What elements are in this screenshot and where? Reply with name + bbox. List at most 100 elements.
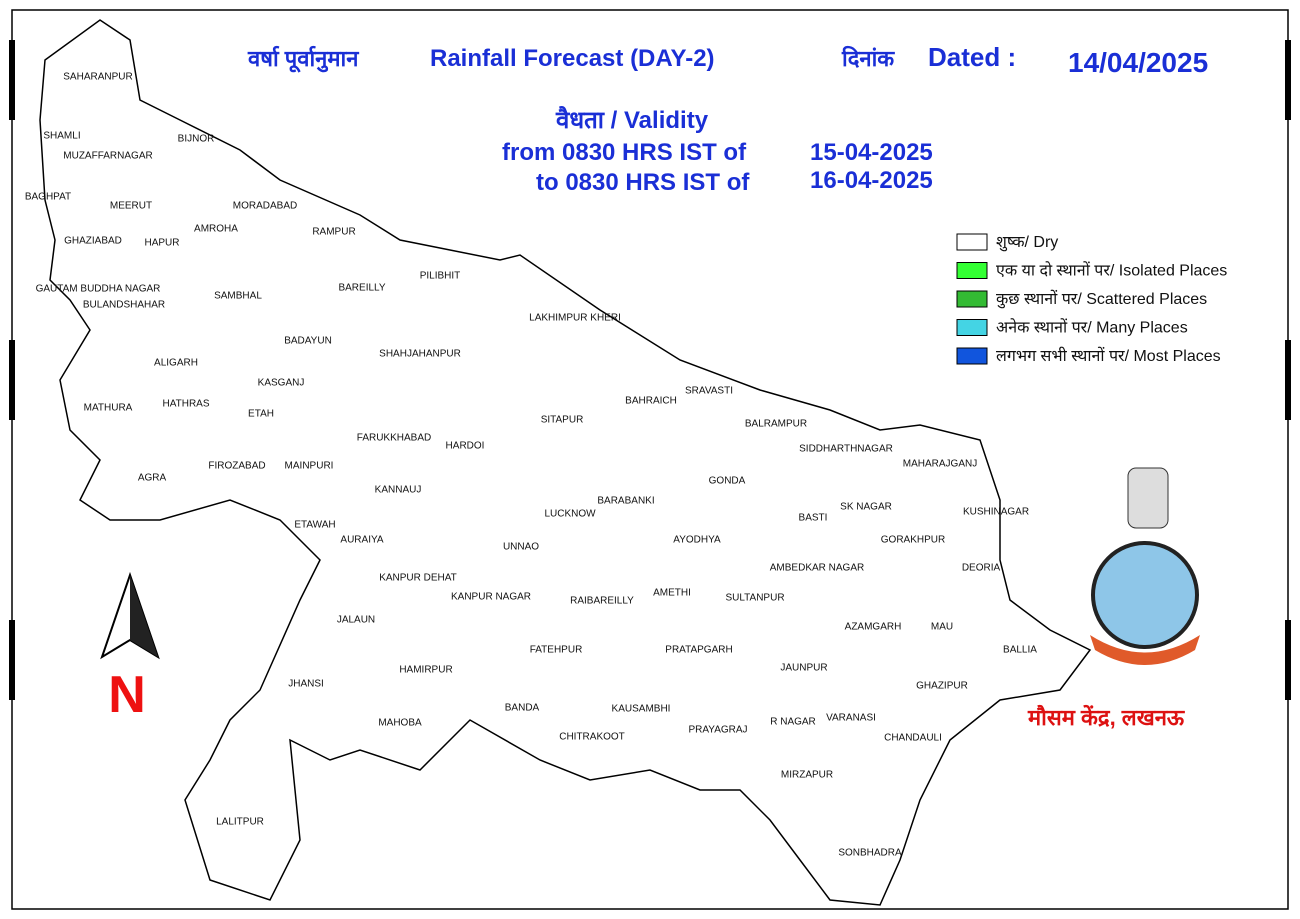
title-hindi: वर्षा पूर्वानुमान	[247, 45, 359, 73]
legend-swatch	[956, 347, 988, 365]
district-label: KANNAUJ	[375, 485, 422, 496]
legend-swatch	[956, 290, 988, 308]
district-label: SHAMLI	[43, 131, 80, 142]
district-label: BAGHPAT	[25, 192, 71, 203]
district-label: VARANASI	[826, 713, 876, 724]
validity: वैधता / Validity	[555, 106, 709, 134]
legend-swatch	[956, 233, 988, 251]
district-label: BADAYUN	[284, 336, 332, 347]
dated: Dated :	[928, 42, 1016, 72]
district-label: GONDA	[709, 476, 746, 487]
footer: मौसम केंद्र, लखनऊ	[1027, 704, 1185, 730]
district-label: BAHRAICH	[625, 396, 677, 407]
district-label: CHITRAKOOT	[559, 732, 625, 743]
frame-ticks	[9, 40, 1291, 700]
district-label: PILIBHIT	[420, 271, 461, 282]
district-label: BAREILLY	[338, 283, 385, 294]
district-label: HAMIRPUR	[399, 665, 452, 676]
district-label: AURAIYA	[340, 535, 383, 546]
district-label: GHAZIABAD	[64, 236, 122, 247]
district-label: BARABANKI	[597, 496, 654, 507]
to-text: to 0830 HRS IST of	[536, 169, 750, 196]
legend-label: अनेक स्थानों पर/ Many Places	[996, 318, 1188, 337]
district-label: MAHARAJGANJ	[903, 459, 977, 470]
district-label: BALLIA	[1003, 645, 1037, 656]
district-label: DEORIA	[962, 563, 1001, 574]
district-label: SAMBHAL	[214, 291, 262, 302]
district-label: KASGANJ	[258, 378, 305, 389]
district-label: AMETHI	[653, 588, 691, 599]
district-label: AYODHYA	[673, 535, 721, 546]
district-label: GORAKHPUR	[881, 535, 945, 546]
district-label: SK NAGAR	[840, 502, 892, 513]
district-label: GAUTAM BUDDHA NAGAR	[36, 284, 161, 295]
district-label: BULANDSHAHAR	[83, 300, 165, 311]
district-label: MAU	[931, 622, 953, 633]
district-label: BANDA	[505, 703, 540, 714]
legend-swatch	[956, 262, 988, 279]
district-label: AMROHA	[194, 224, 238, 235]
district-label: JALAUN	[337, 615, 375, 626]
to-date: 16-04-2025	[810, 167, 933, 194]
district-label: HATHRAS	[162, 399, 209, 410]
north-arrow: N	[100, 571, 160, 724]
district-label: MEERUT	[110, 201, 152, 212]
district-label: KUSHINAGAR	[963, 507, 1029, 518]
legend: शुष्क/ Dry एक या दो स्थानों पर/ Isolated …	[956, 233, 1227, 365]
district-label: UNNAO	[503, 542, 539, 553]
district-label: KANPUR NAGAR	[451, 592, 531, 603]
district-label: SONBHADRA	[838, 848, 902, 859]
district-label: ALIGARH	[154, 358, 198, 369]
district-label: FARUKKHABAD	[357, 433, 431, 444]
district-label: LALITPUR	[216, 817, 264, 828]
district-label: KANPUR DEHAT	[379, 573, 457, 584]
district-label: SULTANPUR	[725, 593, 784, 604]
dated-hindi: दिनांक	[841, 45, 895, 71]
legend-label: शुष्क/ Dry	[996, 234, 1058, 252]
district-label: GHAZIPUR	[916, 681, 968, 692]
from-text: from 0830 HRS IST of	[502, 139, 747, 166]
district-label: AMBEDKAR NAGAR	[770, 563, 864, 574]
district-label: MORADABAD	[233, 201, 297, 212]
district-label: ETAH	[248, 409, 274, 420]
district-label: PRATAPGARH	[665, 645, 732, 656]
district-label: LAKHIMPUR KHERI	[529, 313, 621, 324]
legend-swatch	[956, 319, 988, 336]
legend-label: कुछ स्थानों पर/ Scattered Places	[996, 289, 1207, 309]
district-label: BALRAMPUR	[745, 419, 807, 430]
north-label: N	[108, 666, 146, 724]
district-label: JHANSI	[288, 679, 324, 690]
district-label: PRAYAGRAJ	[688, 725, 747, 736]
title: Rainfall Forecast (DAY-2)	[430, 45, 715, 72]
district-label: HARDOI	[446, 441, 485, 452]
from-date: 15-04-2025	[810, 139, 933, 166]
district-label: MUZAFFARNAGAR	[63, 151, 152, 162]
district-label: LUCKNOW	[544, 509, 596, 520]
date: 14/04/2025	[1068, 47, 1208, 78]
legend-label: लगभग सभी स्थानों पर/ Most Places	[996, 346, 1221, 365]
district-label: SRAVASTI	[685, 386, 733, 397]
district-label: AGRA	[138, 473, 167, 484]
district-label: BASTI	[799, 513, 828, 524]
legend-label: एक या दो स्थानों पर/ Isolated Places	[996, 261, 1227, 280]
district-label: AZAMGARH	[845, 622, 902, 633]
district-label: KAUSAMBHI	[612, 704, 671, 715]
district-label: FATEHPUR	[530, 645, 583, 656]
emblem	[1090, 467, 1200, 665]
district-label: MAHOBA	[378, 718, 422, 729]
district-label: SAHARANPUR	[63, 72, 132, 83]
district-label: FIROZABAD	[208, 461, 265, 472]
district-label: RAIBAREILLY	[570, 596, 634, 607]
district-label: ETAWAH	[294, 520, 335, 531]
district-label: JAUNPUR	[780, 663, 827, 674]
district-labels: SAHARANPUR SHAMLI MUZAFFARNAGAR BIJNOR BAGHP…	[25, 72, 1037, 859]
state-outline	[39, 19, 1092, 906]
district-label: SHAHJAHANPUR	[379, 349, 461, 360]
district-label: MAINPURI	[285, 461, 334, 472]
district-label: SITAPUR	[541, 415, 584, 426]
district-label: RAMPUR	[312, 227, 355, 238]
district-label: MIRZAPUR	[781, 770, 833, 781]
district-label: CHANDAULI	[884, 733, 942, 744]
district-label: HAPUR	[144, 238, 179, 249]
